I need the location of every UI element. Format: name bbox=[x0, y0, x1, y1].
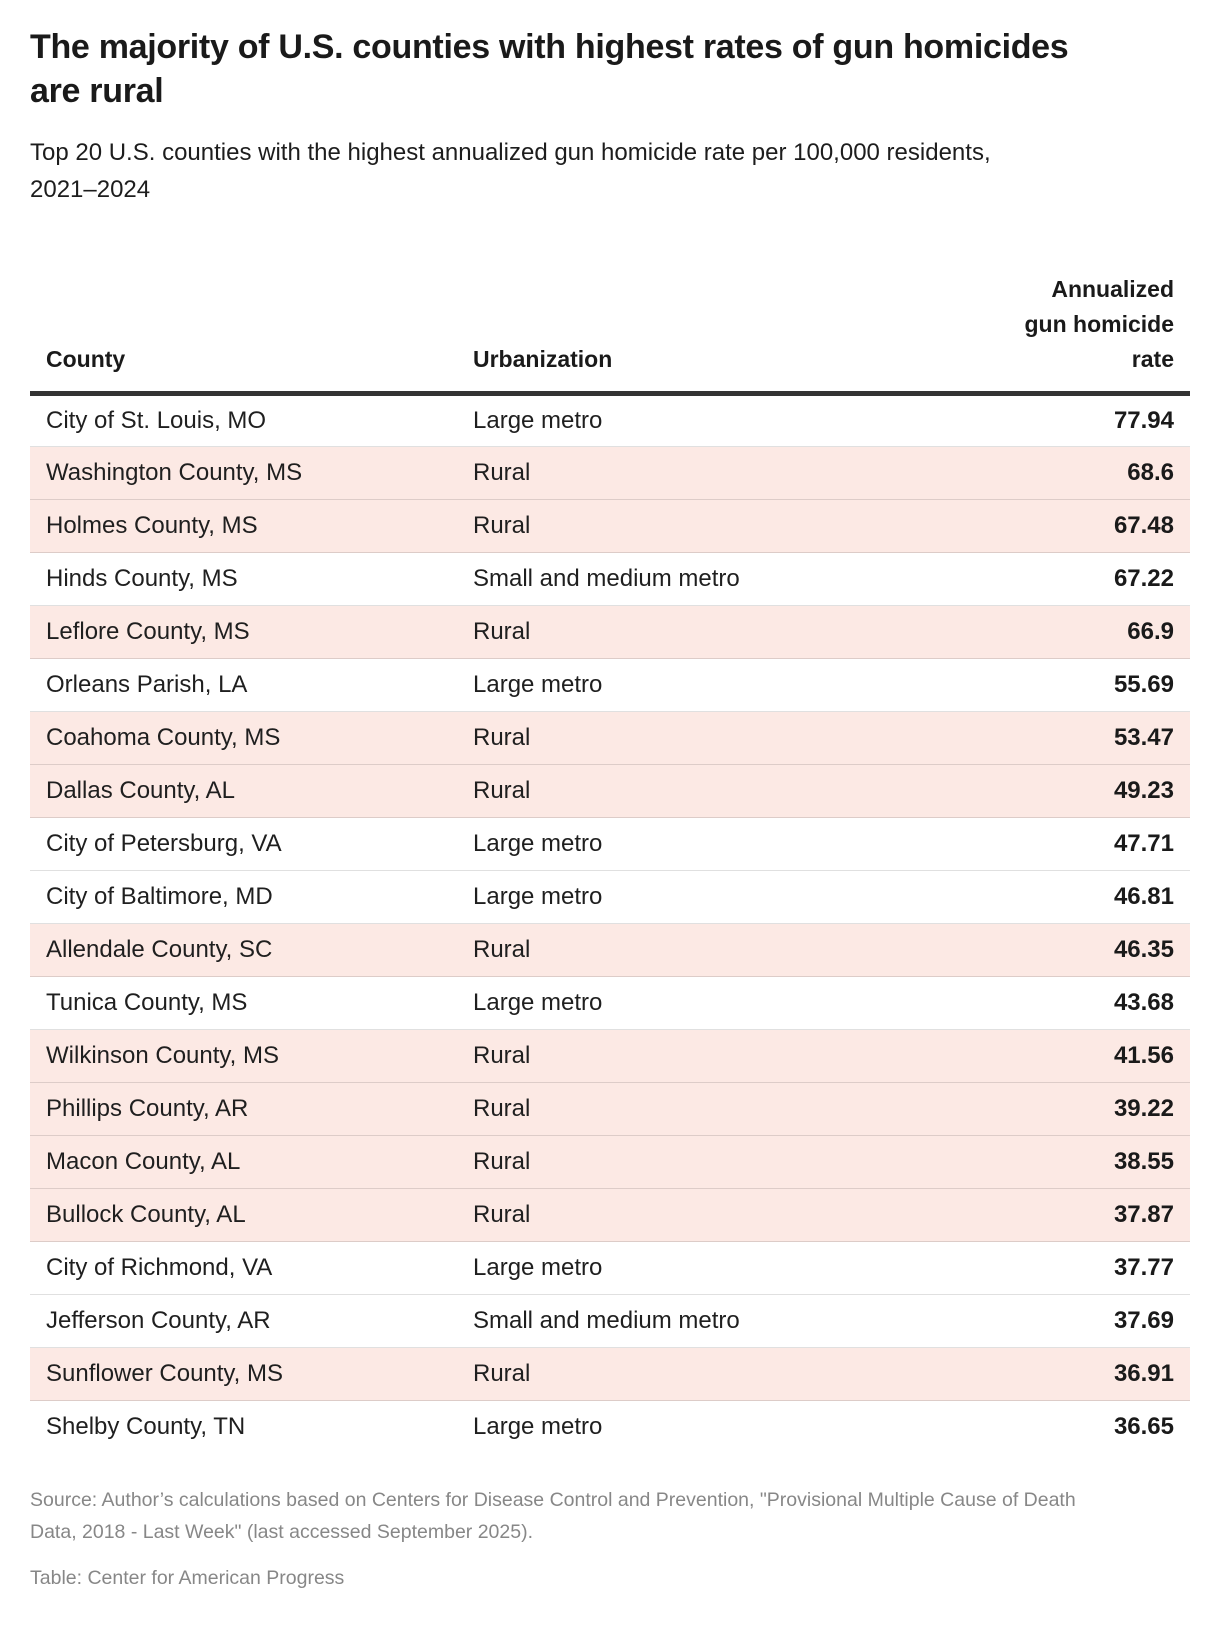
table-row: Allendale County, SC Rural 46.35 bbox=[30, 923, 1190, 977]
urbanization-cell: Small and medium metro bbox=[457, 552, 917, 606]
rate-cell: 46.35 bbox=[917, 923, 1190, 977]
urbanization-cell: Rural bbox=[457, 1029, 917, 1083]
rate-cell: 68.6 bbox=[917, 446, 1190, 500]
urbanization-cell: Large metro bbox=[457, 870, 917, 924]
table-row: Macon County, AL Rural 38.55 bbox=[30, 1135, 1190, 1189]
urbanization-cell: Large metro bbox=[457, 1241, 917, 1295]
county-cell: Orleans Parish, LA bbox=[30, 658, 457, 712]
table-row: Leflore County, MS Rural 66.9 bbox=[30, 605, 1190, 659]
table-row: Orleans Parish, LA Large metro 55.69 bbox=[30, 658, 1190, 712]
rate-cell: 37.77 bbox=[917, 1241, 1190, 1295]
rate-cell: 66.9 bbox=[917, 605, 1190, 659]
county-cell: Coahoma County, MS bbox=[30, 711, 457, 765]
table-row: Jefferson County, AR Small and medium met… bbox=[30, 1294, 1190, 1348]
data-table: County Urbanization Annualized gun homic… bbox=[30, 272, 1190, 1454]
table-row: Hinds County, MS Small and medium metro 67… bbox=[30, 552, 1190, 606]
table-row: City of Baltimore, MD Large metro 46.81 bbox=[30, 870, 1190, 924]
urbanization-cell: Rural bbox=[457, 1082, 917, 1136]
rate-cell: 49.23 bbox=[917, 764, 1190, 818]
county-cell: City of Baltimore, MD bbox=[30, 870, 457, 924]
rate-cell: 67.22 bbox=[917, 552, 1190, 606]
rate-cell: 38.55 bbox=[917, 1135, 1190, 1189]
table-row: Dallas County, AL Rural 49.23 bbox=[30, 764, 1190, 818]
urbanization-cell: Rural bbox=[457, 1188, 917, 1242]
rate-cell: 37.87 bbox=[917, 1188, 1190, 1242]
urbanization-cell: Large metro bbox=[457, 817, 917, 871]
rate-cell: 37.69 bbox=[917, 1294, 1190, 1348]
rate-cell: 41.56 bbox=[917, 1029, 1190, 1083]
rate-cell: 43.68 bbox=[917, 976, 1190, 1030]
urbanization-cell: Small and medium metro bbox=[457, 1294, 917, 1348]
county-cell: Holmes County, MS bbox=[30, 499, 457, 553]
header-row: County Urbanization Annualized gun homic… bbox=[30, 272, 1190, 396]
county-cell: Hinds County, MS bbox=[30, 552, 457, 606]
urbanization-cell: Rural bbox=[457, 764, 917, 818]
urbanization-cell: Rural bbox=[457, 446, 917, 500]
county-cell: Washington County, MS bbox=[30, 446, 457, 500]
county-cell: Bullock County, AL bbox=[30, 1188, 457, 1242]
page-title: The majority of U.S. counties with highe… bbox=[30, 28, 1069, 110]
urbanization-cell: Rural bbox=[457, 605, 917, 659]
rate-cell: 36.91 bbox=[917, 1347, 1190, 1401]
source-note: Source: Author’s calculations based on C… bbox=[30, 1488, 1076, 1543]
county-cell: Phillips County, AR bbox=[30, 1082, 457, 1136]
county-cell: Dallas County, AL bbox=[30, 764, 457, 818]
rate-cell: 47.71 bbox=[917, 817, 1190, 871]
table-row: Coahoma County, MS Rural 53.47 bbox=[30, 711, 1190, 765]
table-row: Sunflower County, MS Rural 36.91 bbox=[30, 1347, 1190, 1401]
table-row: Bullock County, AL Rural 37.87 bbox=[30, 1188, 1190, 1242]
rate-cell: 55.69 bbox=[917, 658, 1190, 712]
urbanization-cell: Large metro bbox=[457, 658, 917, 712]
county-cell: Leflore County, MS bbox=[30, 605, 457, 659]
table-row: City of Petersburg, VA Large metro 47.71 bbox=[30, 817, 1190, 871]
table-row: City of St. Louis, MO Large metro 77.94 bbox=[30, 394, 1190, 447]
urbanization-cell: Rural bbox=[457, 1135, 917, 1189]
rate-cell: 77.94 bbox=[1113, 407, 1174, 434]
table-body: City of St. Louis, MO Large metro 77.94 Was… bbox=[30, 394, 1190, 1454]
urbanization-cell: Rural bbox=[457, 711, 917, 765]
urbanization-cell: Rural bbox=[457, 923, 917, 977]
county-cell: Jefferson County, AR bbox=[30, 1294, 457, 1348]
table-row: Shelby County, TN Large metro 36.65 bbox=[30, 1400, 1190, 1454]
table-header: County Urbanization Annualized gun homic… bbox=[30, 272, 1190, 396]
county-cell: City of Petersburg, VA bbox=[30, 817, 457, 871]
county-cell: Sunflower County, MS bbox=[30, 1347, 457, 1401]
column-header-county: County bbox=[30, 272, 457, 396]
page-subtitle: Top 20 U.S. counties with the highest an… bbox=[30, 139, 991, 203]
table-row: City of Richmond, VA Large metro 37.77 bbox=[30, 1241, 1190, 1295]
rate-cell: 39.22 bbox=[917, 1082, 1190, 1136]
urbanization-cell: Rural bbox=[457, 1347, 917, 1401]
urbanization-cell: Large metro bbox=[457, 1400, 917, 1454]
county-cell: Wilkinson County, MS bbox=[30, 1029, 457, 1083]
rate-cell: 46.81 bbox=[917, 870, 1190, 924]
table-credit: Table: Center for American Progress bbox=[30, 1566, 345, 1589]
county-cell: City of Richmond, VA bbox=[30, 1241, 457, 1295]
county-cell: Tunica County, MS bbox=[30, 976, 457, 1030]
column-header-urbanization: Urbanization bbox=[457, 272, 917, 396]
table-row: Phillips County, AR Rural 39.22 bbox=[30, 1082, 1190, 1136]
table-row: Holmes County, MS Rural 67.48 bbox=[30, 499, 1190, 553]
rate-cell: 67.48 bbox=[917, 499, 1190, 553]
urbanization-cell: Rural bbox=[457, 499, 917, 553]
table-row: Washington County, MS Rural 68.6 bbox=[30, 446, 1190, 500]
table-row: Tunica County, MS Large metro 43.68 bbox=[30, 976, 1190, 1030]
county-cell: City of St. Louis, MO bbox=[46, 407, 267, 434]
footer: Source: Author’s calculations based on C… bbox=[30, 1484, 1190, 1594]
urbanization-cell: Large metro bbox=[457, 976, 917, 1030]
urbanization-cell: Large metro bbox=[473, 407, 603, 434]
county-cell: Macon County, AL bbox=[30, 1135, 457, 1189]
county-cell: Shelby County, TN bbox=[30, 1400, 457, 1454]
table-row: Wilkinson County, MS Rural 41.56 bbox=[30, 1029, 1190, 1083]
rate-cell: 36.65 bbox=[917, 1400, 1190, 1454]
column-header-rate: Annualized gun homicide rate bbox=[917, 272, 1190, 396]
rate-cell: 53.47 bbox=[917, 711, 1190, 765]
county-cell: Allendale County, SC bbox=[30, 923, 457, 977]
